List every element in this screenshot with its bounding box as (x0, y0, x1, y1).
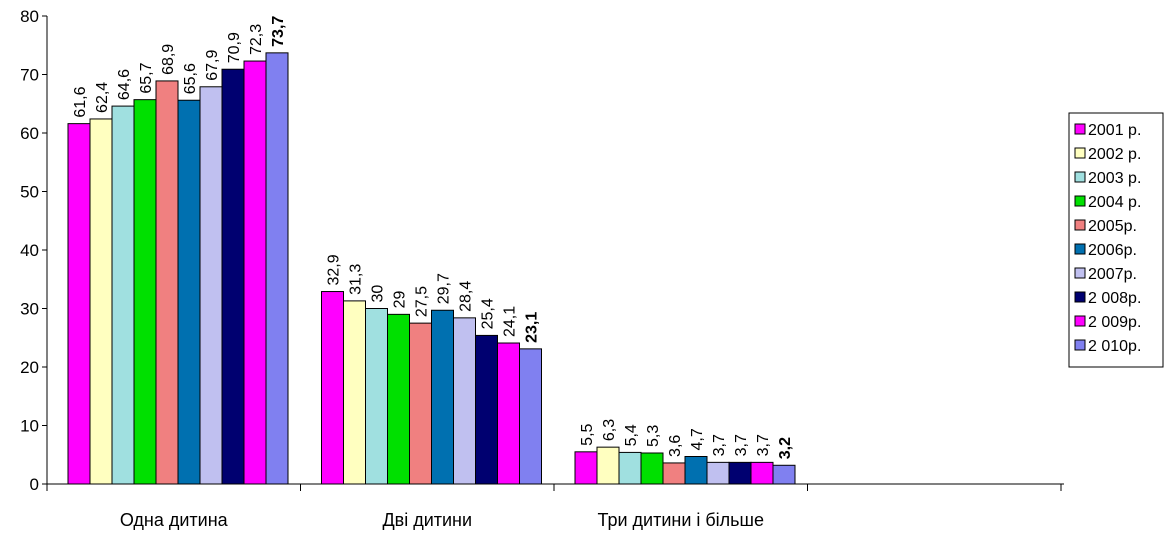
data-labels: 61,6 62,4 64,6 65,7 68,9 65,6 67,9 70,9 72,3 73,7… (72, 16, 794, 460)
data-label: 3,6 (667, 435, 684, 457)
data-label: 62,4 (94, 82, 111, 113)
y-tick-label: 0 (30, 475, 39, 494)
bar (199, 86, 223, 485)
legend-swatch (1074, 339, 1086, 351)
bar (618, 451, 642, 485)
data-label: 5,3 (645, 425, 662, 447)
bar (111, 105, 135, 485)
bar (640, 452, 664, 485)
data-label: 30 (370, 285, 387, 303)
legend-swatch (1074, 315, 1086, 327)
bar (596, 446, 620, 485)
y-tick-label: 40 (20, 241, 39, 260)
legend: 2001 р. 2002 р. 2003 р. 2004 р. 2005р. 2006р.… (1068, 112, 1164, 368)
legend-label: 2002 р. (1088, 146, 1141, 163)
data-label: 73,7 (270, 16, 287, 47)
y-tick-label: 80 (20, 7, 39, 26)
legend-label: 2005р. (1088, 218, 1137, 235)
bar (177, 99, 201, 485)
bar (321, 291, 344, 485)
legend-swatch (1074, 123, 1086, 135)
bar (684, 456, 708, 485)
bar (89, 118, 113, 485)
legend-label: 2 009р. (1088, 314, 1141, 331)
legend-swatch (1074, 195, 1086, 207)
data-label: 4,7 (689, 428, 706, 450)
legend-label: 2003 р. (1088, 170, 1141, 187)
data-label: 3,7 (733, 434, 750, 456)
data-label: 27,5 (414, 286, 431, 317)
bar (387, 313, 410, 485)
bar (497, 342, 520, 485)
bar (133, 99, 157, 485)
y-tick-label: 20 (20, 358, 39, 377)
y-tick-label: 60 (20, 124, 39, 143)
bar (475, 334, 498, 485)
data-label: 65,6 (182, 63, 199, 94)
legend-swatch (1074, 171, 1086, 183)
bar (519, 348, 542, 485)
data-label: 29 (392, 290, 409, 308)
bar (750, 461, 774, 485)
legend-swatch (1074, 243, 1086, 255)
y-tick-label: 50 (20, 183, 39, 202)
data-label: 28,4 (458, 281, 475, 312)
data-label: 23,1 (524, 312, 541, 343)
data-label: 3,7 (711, 434, 728, 456)
data-label: 64,6 (116, 69, 133, 100)
bar (409, 322, 432, 485)
data-label: 3,7 (755, 434, 772, 456)
bar (453, 317, 476, 485)
data-label: 29,7 (436, 273, 453, 304)
bar (155, 80, 179, 485)
bar (662, 462, 686, 485)
data-label: 61,6 (72, 86, 89, 117)
bars (67, 52, 796, 485)
legend-swatch (1074, 291, 1086, 303)
legend-swatch (1074, 219, 1086, 231)
data-label: 5,4 (623, 424, 640, 446)
bar (343, 300, 366, 485)
legend-label: 2 008р. (1088, 290, 1141, 307)
y-tick-label: 10 (20, 417, 39, 436)
bar (221, 68, 245, 485)
category-label: Три дитини і більше (597, 510, 764, 530)
data-label: 31,3 (348, 264, 365, 295)
data-label: 72,3 (248, 24, 265, 55)
data-label: 70,9 (226, 32, 243, 63)
legend-label: 2004 р. (1088, 194, 1141, 211)
bar (365, 308, 388, 485)
bar (728, 461, 752, 485)
bar (706, 461, 730, 485)
data-label: 67,9 (204, 50, 221, 81)
data-label: 32,9 (326, 254, 343, 285)
data-label: 25,4 (480, 298, 497, 329)
y-axis: 0 10 20 30 40 50 60 70 80 (20, 7, 48, 494)
bar (243, 60, 267, 485)
legend-label: 2007р. (1088, 266, 1137, 283)
legend-label: 2 010р. (1088, 338, 1141, 355)
legend-swatch (1074, 147, 1086, 159)
category-label: Одна дитина (120, 510, 229, 530)
bar (431, 309, 454, 485)
x-axis: Одна дитина Дві дитини Три дитини і більше (46, 483, 1064, 530)
legend-swatch (1074, 267, 1086, 279)
data-label: 24,1 (502, 306, 519, 337)
data-label: 68,9 (160, 44, 177, 75)
bar (574, 451, 598, 485)
data-label: 65,7 (138, 62, 155, 93)
data-label: 3,2 (777, 437, 794, 459)
legend-label: 2001 р. (1088, 122, 1141, 139)
data-label: 5,5 (579, 423, 596, 445)
bar (772, 464, 796, 485)
bar (67, 123, 91, 485)
legend-label: 2006р. (1088, 242, 1137, 259)
y-tick-label: 70 (20, 66, 39, 85)
data-label: 6,3 (601, 419, 618, 441)
bar (265, 52, 289, 485)
y-tick-label: 30 (20, 300, 39, 319)
category-label: Дві дитини (382, 510, 472, 530)
